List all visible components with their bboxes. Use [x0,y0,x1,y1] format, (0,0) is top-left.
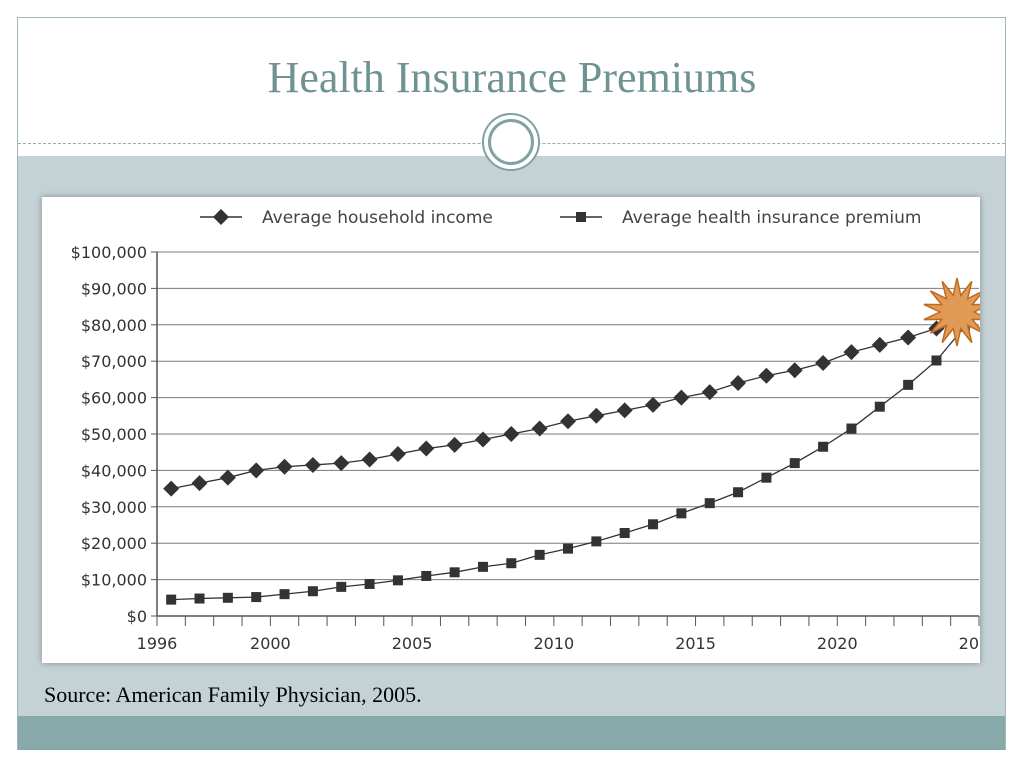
premium-data-point [704,498,715,509]
premium-data-point [477,561,488,572]
x-tick-label: 2025 [959,634,980,653]
premium-data-point [676,508,687,519]
premium-data-point [619,528,630,539]
legend-label-income: Average household income [262,208,493,228]
premium-data-point [251,592,262,603]
income-data-point [191,475,208,492]
premium-data-point [364,578,375,589]
x-tick-label: 2020 [817,634,858,653]
y-tick-label: $10,000 [81,571,147,590]
income-data-point [503,426,520,442]
y-tick-label: $20,000 [81,534,147,553]
premium-data-point [563,543,573,554]
premium-data-point [222,592,233,603]
income-data-point [701,384,718,401]
income-data-point [588,407,605,424]
y-tick-label: $60,000 [81,389,147,408]
premium-series-line [171,326,966,601]
income-data-point [730,375,747,392]
footer-bar [18,716,1005,750]
income-data-point [276,458,293,475]
income-data-point [560,413,576,430]
income-data-point [418,440,435,457]
premium-data-point [818,441,829,452]
premium-data-point [648,519,659,530]
income-data-point [645,396,662,413]
premium-data-point [846,423,857,434]
income-data-point [248,462,265,479]
y-tick-label: $50,000 [81,425,147,444]
premium-data-point [307,586,318,597]
y-tick-label: $0 [127,607,147,626]
slide-title: Health Insurance Premiums [267,53,757,102]
y-tick-label: $80,000 [81,316,147,335]
premium-data-point [874,401,885,412]
y-tick-label: $40,000 [81,461,147,480]
legend-marker-income [213,209,229,225]
premium-data-point [421,570,432,581]
income-data-point [304,456,321,473]
premium-data-point [449,567,460,578]
circle-ornament-icon [482,113,540,171]
premium-data-point [279,589,290,600]
income-data-point [219,469,236,486]
income-data-point [673,389,690,406]
income-data-point [163,480,180,497]
income-data-point [446,436,463,453]
x-tick-label: 2015 [675,634,716,653]
x-tick-label: 1996 [137,634,178,653]
income-data-point [333,455,350,472]
income-data-point [616,402,633,419]
income-data-point [361,451,378,468]
premium-data-point [166,594,177,605]
x-tick-label: 2005 [392,634,433,653]
x-tick-label: 2000 [250,634,291,653]
premium-data-point [392,575,403,586]
premium-data-point [761,472,772,483]
premium-data-point [733,487,744,498]
y-tick-label: $100,000 [71,243,147,262]
income-data-point [531,420,548,437]
legend-label-premium: Average health insurance premium [622,208,921,228]
income-data-point [786,362,803,379]
premium-data-point [194,593,205,604]
premium-data-point [506,558,517,569]
premium-data-point [534,549,545,560]
y-tick-label: $70,000 [81,352,147,371]
chart-panel: $0 $10,000 $20,000 $30,000 $40,000 $50,000 $60… [42,197,980,663]
x-tick-label: 2010 [533,634,574,653]
source-citation: Source: American Family Physician, 2005. [44,682,422,707]
premium-data-point [789,458,800,469]
premium-data-point [903,379,914,390]
y-tick-label: $90,000 [81,279,147,298]
income-data-point [871,336,888,353]
premium-data-point [336,581,347,592]
income-data-point [758,367,775,384]
premium-data-point [931,355,942,366]
income-data-point [389,446,406,463]
income-data-point [843,344,860,361]
income-series-line [171,322,965,490]
legend-marker-premium [576,212,586,222]
income-data-point [815,355,832,372]
premium-data-point [591,536,602,547]
starburst-icon [923,277,980,347]
income-data-point [900,329,917,346]
income-data-point [474,431,491,448]
line-chart: $0 $10,000 $20,000 $30,000 $40,000 $50,000 $60… [71,208,980,653]
y-tick-label: $30,000 [81,498,147,517]
